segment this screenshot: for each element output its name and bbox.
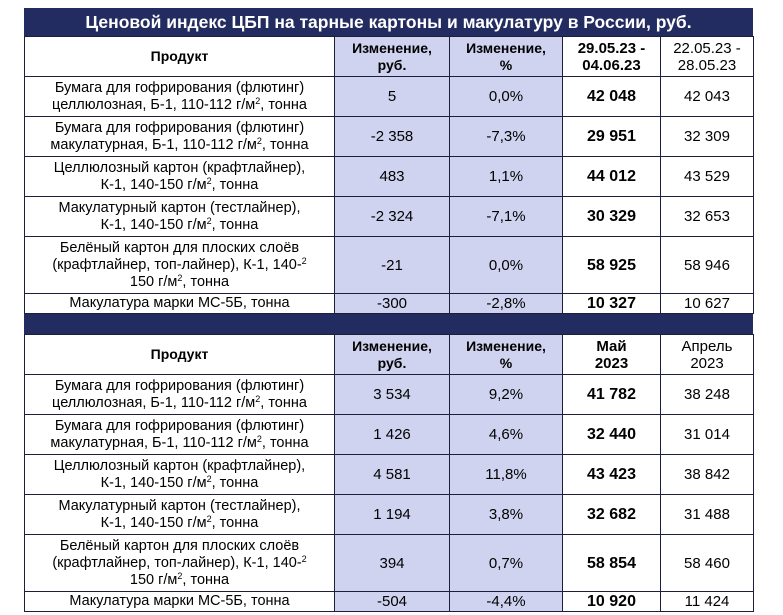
change-rub-cell: 1 194 [334, 494, 450, 535]
table-row: Бумага для гофрирования (флютинг) целлюло… [24, 374, 754, 415]
table-row: Бумага для гофрирования (флютинг) макулат… [24, 116, 754, 157]
product-name: Бумага для гофрирования (флютинг) целлюло… [24, 374, 335, 415]
change-rub-cell: -2 358 [334, 116, 450, 157]
header-product: Продукт [24, 334, 335, 375]
monthly-body: Бумага для гофрирования (флютинг) целлюло… [24, 374, 754, 612]
previous-price-cell: 10 627 [660, 293, 754, 314]
previous-price-cell: 42 043 [660, 76, 754, 117]
product-name: Целлюлозный картон (крафтлайнер), К-1, 14… [24, 454, 335, 495]
product-name: Бумага для гофрирования (флютинг) целлюло… [24, 76, 335, 117]
current-price-cell: 44 012 [562, 156, 661, 197]
header-change-rub: Изменение, руб. [334, 36, 450, 77]
previous-price-cell: 38 842 [660, 454, 754, 495]
change-pct-cell: 11,8% [449, 454, 563, 495]
change-pct-cell: -2,8% [449, 293, 563, 314]
weekly-body: Бумага для гофрирования (флютинг) целлюло… [24, 76, 754, 314]
monthly-table: Продукт Изменение, руб. Изменение,% Май 20… [24, 334, 754, 612]
product-name: Макулатурный картон (тестлайнер), К-1, 14… [24, 494, 335, 535]
change-rub-cell: -504 [334, 591, 450, 612]
table-row: Макулатура марки МС-5Б, тонна -504 -4,4% 10… [24, 591, 754, 612]
weekly-table: Продукт Изменение, руб. Изменение,% 29.05… [24, 36, 754, 314]
previous-price-cell: 32 309 [660, 116, 754, 157]
change-rub-cell: 4 581 [334, 454, 450, 495]
change-rub-cell: 5 [334, 76, 450, 117]
weekly-header-row: Продукт Изменение, руб. Изменение,% 29.05… [24, 36, 754, 77]
current-price-cell: 42 048 [562, 76, 661, 117]
change-rub-cell: 3 534 [334, 374, 450, 415]
change-pct-cell: 0,7% [449, 534, 563, 592]
table-row: Целлюлозный картон (крафтлайнер), К-1, 14… [24, 156, 754, 197]
current-price-cell: 32 682 [562, 494, 661, 535]
change-pct-cell: 1,1% [449, 156, 563, 197]
current-price-cell: 29 951 [562, 116, 661, 157]
table-row: Макулатурный картон (тестлайнер), К-1, 14… [24, 196, 754, 237]
current-price-cell: 10 920 [562, 591, 661, 612]
header-current-period: Май 2023 [562, 334, 661, 375]
change-rub-cell: -300 [334, 293, 450, 314]
previous-price-cell: 31 014 [660, 414, 754, 455]
previous-price-cell: 58 460 [660, 534, 754, 592]
product-name: Белёный картон для плоских слоёв (крафтла… [24, 236, 335, 294]
change-rub-cell: 483 [334, 156, 450, 197]
table-row: Макулатура марки МС-5Б, тонна -300 -2,8% 10… [24, 293, 754, 314]
change-rub-cell: -21 [334, 236, 450, 294]
previous-price-cell: 31 488 [660, 494, 754, 535]
previous-price-cell: 58 946 [660, 236, 754, 294]
current-price-cell: 58 854 [562, 534, 661, 592]
header-current-period: 29.05.23 -04.06.23 [562, 36, 661, 77]
change-pct-cell: 3,8% [449, 494, 563, 535]
change-pct-cell: -7,3% [449, 116, 563, 157]
change-rub-cell: 394 [334, 534, 450, 592]
header-change-pct: Изменение,% [449, 36, 563, 77]
change-rub-cell: -2 324 [334, 196, 450, 237]
current-price-cell: 10 327 [562, 293, 661, 314]
current-price-cell: 30 329 [562, 196, 661, 237]
previous-price-cell: 11 424 [660, 591, 754, 612]
report-title: Ценовой индекс ЦБП на тарные картоны и м… [24, 8, 753, 36]
section-separator [24, 314, 753, 334]
monthly-header-row: Продукт Изменение, руб. Изменение,% Май 20… [24, 334, 754, 375]
product-name: Бумага для гофрирования (флютинг) макулат… [24, 414, 335, 455]
table-row: Белёный картон для плоских слоёв (крафтла… [24, 236, 754, 294]
current-price-cell: 58 925 [562, 236, 661, 294]
product-name: Макулатурный картон (тестлайнер), К-1, 14… [24, 196, 335, 237]
price-index-report: Ценовой индекс ЦБП на тарные картоны и м… [24, 8, 754, 612]
product-name: Белёный картон для плоских слоёв (крафтла… [24, 534, 335, 592]
header-previous-period: Апрель 2023 [660, 334, 754, 375]
table-row: Бумага для гофрирования (флютинг) макулат… [24, 414, 754, 455]
product-name: Макулатура марки МС-5Б, тонна [24, 591, 335, 612]
change-rub-cell: 1 426 [334, 414, 450, 455]
change-pct-cell: 0,0% [449, 76, 563, 117]
change-pct-cell: 4,6% [449, 414, 563, 455]
current-price-cell: 43 423 [562, 454, 661, 495]
header-change-pct: Изменение,% [449, 334, 563, 375]
product-name: Целлюлозный картон (крафтлайнер), К-1, 14… [24, 156, 335, 197]
change-pct-cell: -4,4% [449, 591, 563, 612]
change-pct-cell: 9,2% [449, 374, 563, 415]
header-previous-period: 22.05.23 -28.05.23 [660, 36, 754, 77]
table-row: Макулатурный картон (тестлайнер), К-1, 14… [24, 494, 754, 535]
current-price-cell: 32 440 [562, 414, 661, 455]
change-pct-cell: -7,1% [449, 196, 563, 237]
current-price-cell: 41 782 [562, 374, 661, 415]
table-row: Белёный картон для плоских слоёв (крафтла… [24, 534, 754, 592]
product-name: Макулатура марки МС-5Б, тонна [24, 293, 335, 314]
header-product: Продукт [24, 36, 335, 77]
previous-price-cell: 43 529 [660, 156, 754, 197]
change-pct-cell: 0,0% [449, 236, 563, 294]
previous-price-cell: 32 653 [660, 196, 754, 237]
previous-price-cell: 38 248 [660, 374, 754, 415]
header-change-rub: Изменение, руб. [334, 334, 450, 375]
table-row: Целлюлозный картон (крафтлайнер), К-1, 14… [24, 454, 754, 495]
table-row: Бумага для гофрирования (флютинг) целлюло… [24, 76, 754, 117]
product-name: Бумага для гофрирования (флютинг) макулат… [24, 116, 335, 157]
